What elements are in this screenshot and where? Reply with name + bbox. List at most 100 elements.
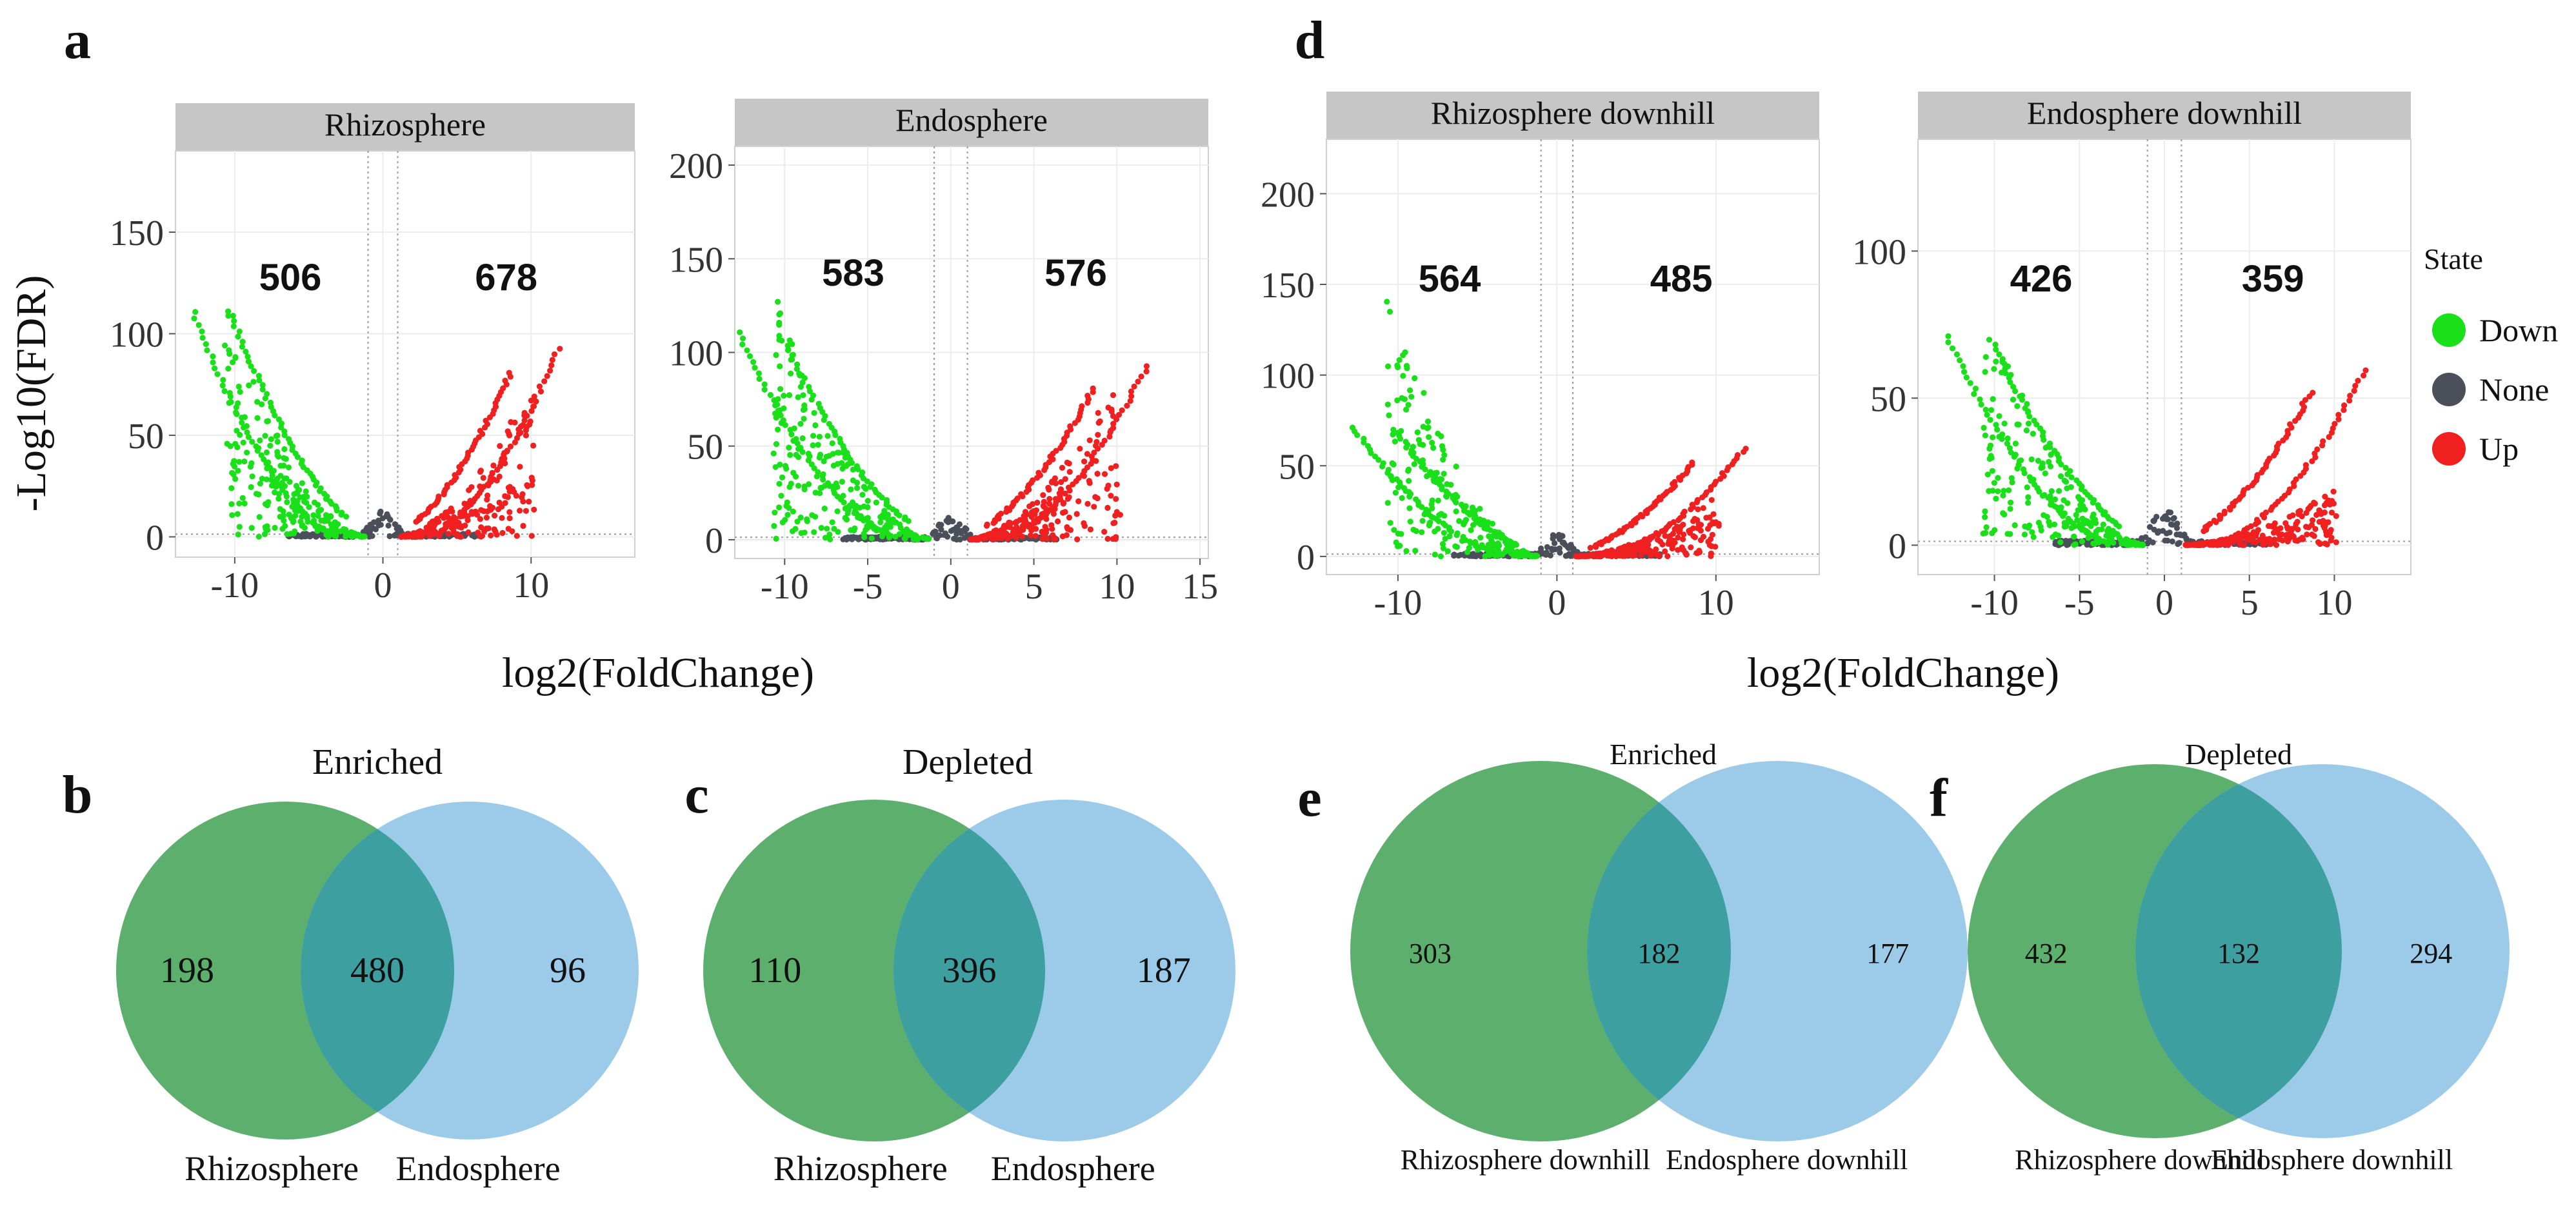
point-down xyxy=(784,499,790,506)
point-down xyxy=(1390,426,1397,433)
point-down xyxy=(1401,396,1408,402)
point-down xyxy=(1986,488,1992,495)
point-up xyxy=(1113,463,1119,469)
point-up xyxy=(506,509,513,515)
point-up xyxy=(490,462,497,469)
point-down xyxy=(777,386,784,392)
point-down xyxy=(905,518,912,524)
point-down xyxy=(2110,528,2116,534)
point-down xyxy=(1452,543,1459,549)
point-down xyxy=(848,486,854,493)
point-down xyxy=(795,394,801,400)
point-up xyxy=(1006,533,1013,539)
point-none xyxy=(1550,532,1556,538)
point-down xyxy=(2119,540,2126,547)
point-down xyxy=(246,382,252,389)
point-up xyxy=(1048,522,1055,528)
point-down xyxy=(312,523,319,529)
point-up xyxy=(1108,465,1114,471)
point-down xyxy=(774,401,781,408)
point-down xyxy=(219,382,226,389)
point-up xyxy=(1059,464,1066,471)
point-up xyxy=(533,398,539,405)
venn-right-set-label: Endosphere downhill xyxy=(2211,1144,2453,1176)
point-up xyxy=(1044,535,1050,542)
point-down xyxy=(259,401,265,408)
x-tick-label: 5 xyxy=(1025,567,1043,607)
point-down xyxy=(267,399,274,406)
point-down xyxy=(1989,468,1995,474)
point-none xyxy=(2139,535,2145,542)
point-down xyxy=(1982,354,1989,360)
y-tick-label: 100 xyxy=(1261,357,1315,397)
point-down xyxy=(315,508,322,515)
point-down xyxy=(810,442,816,449)
point-up xyxy=(1095,431,1101,438)
point-down xyxy=(237,431,243,439)
point-down xyxy=(1456,518,1463,524)
point-up xyxy=(1101,529,1108,535)
point-down xyxy=(2001,420,2008,427)
point-up xyxy=(2284,538,2291,545)
point-up xyxy=(2248,523,2254,529)
point-down xyxy=(817,490,823,497)
venn-left-only-count: 303 xyxy=(1409,938,1452,969)
point-none xyxy=(1552,540,1558,547)
point-down xyxy=(284,499,290,506)
point-up xyxy=(1061,500,1067,506)
point-up xyxy=(1734,452,1741,459)
point-down xyxy=(1435,518,1442,524)
point-none xyxy=(2166,529,2173,536)
x-tick-label: 0 xyxy=(2155,583,2173,623)
x-axis-title-d: log2(FoldChange) xyxy=(1747,649,2059,696)
panel-label-a: a xyxy=(64,10,91,70)
point-none xyxy=(930,531,936,537)
point-down xyxy=(1368,449,1374,457)
facet-strip xyxy=(1326,92,1819,139)
point-up xyxy=(1000,526,1006,533)
point-down xyxy=(251,368,257,375)
x-tick-label: -5 xyxy=(2064,583,2095,623)
point-down xyxy=(2088,523,2094,529)
point-down xyxy=(2039,464,2046,471)
venn-overlap-count: 132 xyxy=(2217,938,2260,969)
point-down xyxy=(794,361,801,368)
point-up xyxy=(1045,484,1052,491)
point-down xyxy=(820,471,826,478)
point-up xyxy=(2346,397,2353,404)
point-up xyxy=(500,385,506,391)
point-up xyxy=(536,383,543,390)
point-up xyxy=(1709,531,1715,538)
point-down xyxy=(1960,363,1966,370)
point-up xyxy=(1688,544,1694,551)
point-down xyxy=(784,511,791,518)
point-down xyxy=(285,464,292,471)
point-up xyxy=(529,477,535,484)
point-down xyxy=(248,363,254,370)
point-down xyxy=(1408,393,1415,400)
point-up xyxy=(450,520,457,528)
point-down xyxy=(2070,533,2077,540)
point-up xyxy=(527,418,534,425)
point-down xyxy=(1993,359,1999,365)
point-none xyxy=(377,510,383,517)
point-down xyxy=(304,493,310,500)
point-up xyxy=(1101,437,1108,444)
point-down xyxy=(2012,522,2018,529)
point-up xyxy=(445,531,452,537)
point-down xyxy=(2014,403,2021,409)
point-down xyxy=(343,513,350,520)
point-down xyxy=(259,382,266,388)
point-down xyxy=(1957,357,1963,364)
point-down xyxy=(1428,471,1434,478)
point-up xyxy=(1094,471,1101,477)
point-up xyxy=(1700,533,1707,540)
point-up xyxy=(528,397,535,404)
point-down xyxy=(797,420,804,427)
point-up xyxy=(494,531,500,538)
point-down xyxy=(350,533,356,540)
point-down xyxy=(256,377,263,384)
point-up xyxy=(1087,526,1093,533)
point-down xyxy=(248,484,254,491)
point-down xyxy=(236,328,243,335)
